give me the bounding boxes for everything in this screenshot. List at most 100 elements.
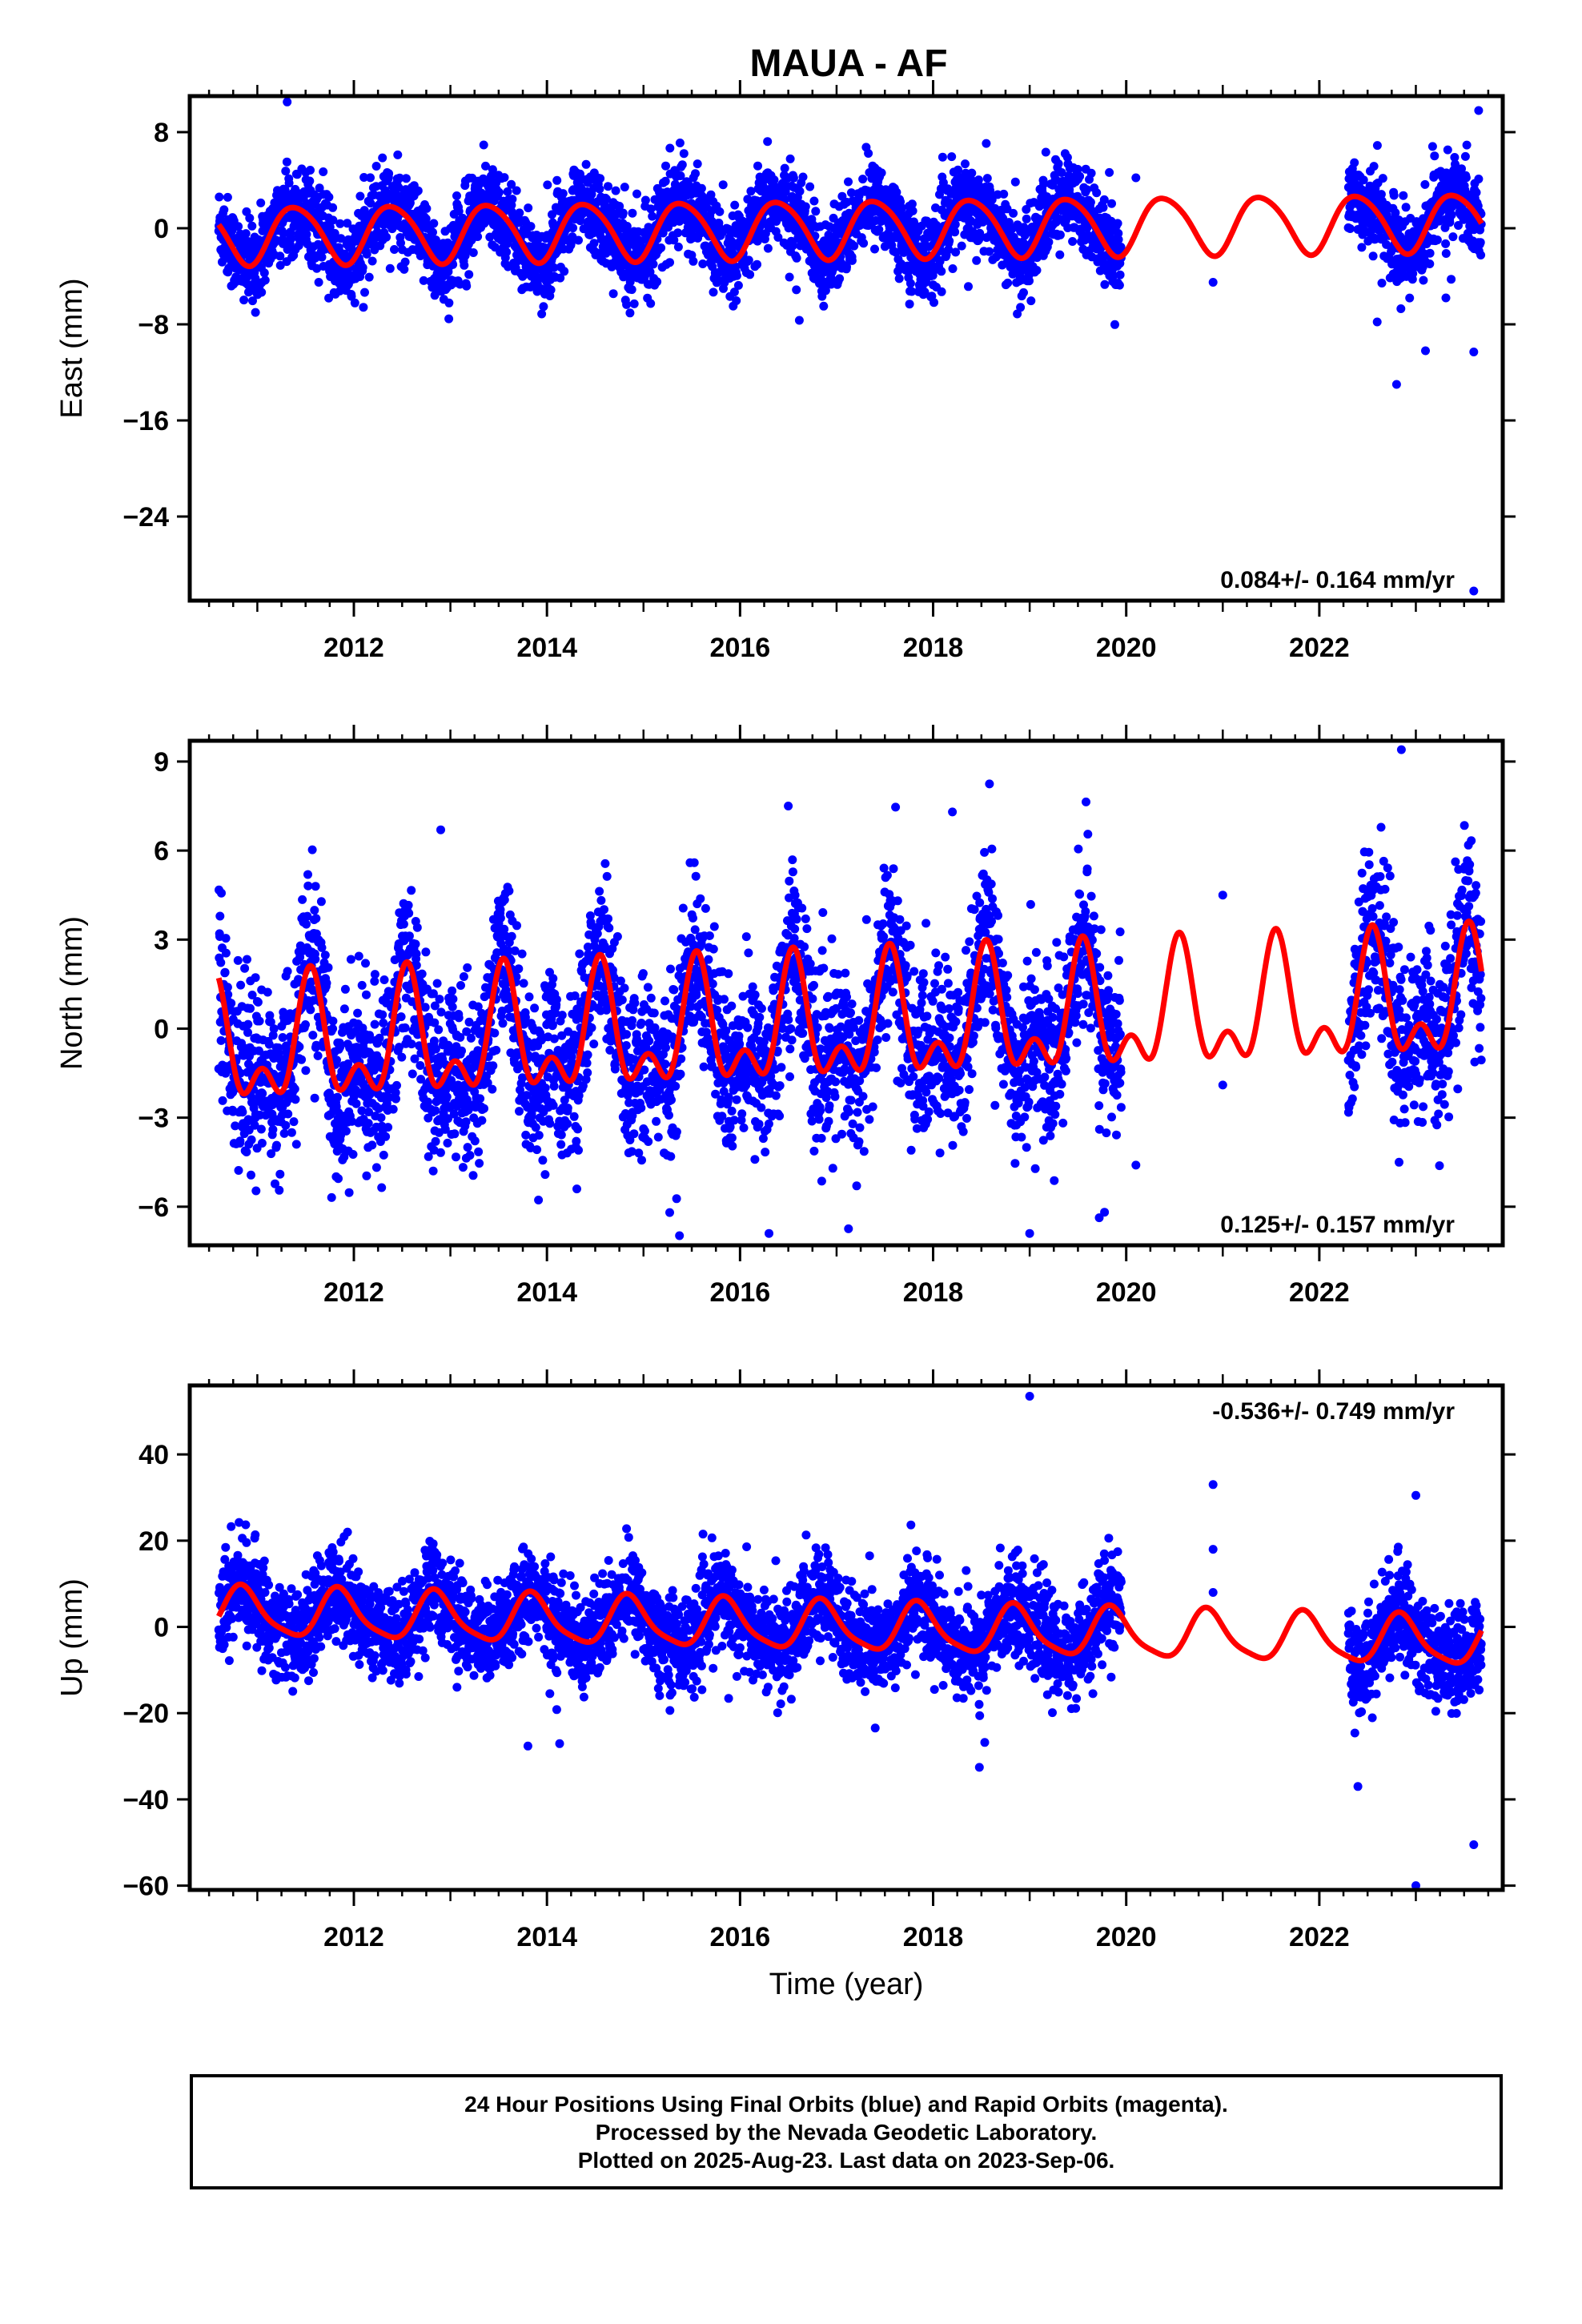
data-point	[859, 239, 869, 248]
data-point	[430, 291, 440, 300]
y-tick-label: −24	[122, 502, 169, 533]
data-point	[968, 227, 978, 236]
data-point	[396, 1012, 406, 1022]
data-point	[693, 159, 702, 169]
data-point	[335, 219, 345, 228]
x-tick-label: 2012	[323, 633, 384, 663]
data-point	[652, 277, 662, 287]
data-point	[251, 308, 260, 317]
data-point	[661, 161, 670, 171]
data-point	[279, 228, 288, 238]
data-point	[301, 1020, 310, 1029]
data-point	[627, 285, 636, 295]
data-point	[730, 200, 740, 210]
data-point	[388, 1104, 398, 1114]
data-point	[268, 1031, 278, 1040]
data-point	[622, 222, 632, 231]
outlier-point	[1474, 106, 1484, 115]
data-point	[628, 208, 637, 218]
data-point	[746, 187, 756, 196]
data-point	[462, 281, 472, 291]
data-point	[448, 1002, 457, 1011]
data-point	[291, 1095, 300, 1104]
data-point	[1008, 269, 1018, 279]
data-point	[404, 931, 414, 941]
data-point	[1441, 249, 1451, 258]
data-point	[247, 221, 257, 231]
x-tick-label: 2020	[1096, 633, 1157, 663]
data-point	[732, 271, 741, 280]
data-point	[1457, 164, 1466, 174]
data-point	[355, 191, 365, 201]
data-point	[646, 299, 656, 308]
data-point	[961, 159, 970, 169]
data-point	[1432, 235, 1442, 245]
data-point	[364, 272, 374, 282]
data-point	[507, 179, 516, 189]
data-point	[246, 1003, 255, 1013]
data-point	[669, 235, 679, 245]
data-point	[323, 963, 333, 972]
data-point	[243, 1019, 253, 1029]
data-point	[891, 247, 901, 257]
data-point	[763, 137, 773, 147]
data-point	[1086, 198, 1095, 207]
data-point	[1378, 174, 1387, 183]
data-point	[376, 1113, 386, 1123]
data-point	[947, 152, 957, 162]
data-point	[1032, 266, 1042, 275]
data-point	[1098, 203, 1108, 212]
data-point	[556, 273, 565, 283]
data-point	[1114, 235, 1123, 244]
data-point	[938, 178, 948, 187]
data-point	[399, 919, 408, 929]
data-point	[302, 919, 311, 929]
data-point	[1075, 171, 1085, 181]
data-point	[1350, 158, 1359, 167]
data-point	[1396, 304, 1406, 313]
data-point	[367, 1140, 377, 1150]
data-point	[948, 264, 958, 273]
data-point	[370, 1019, 379, 1029]
data-point	[219, 205, 229, 215]
data-point	[537, 309, 547, 319]
data-point	[951, 247, 961, 257]
x-tick-label: 2022	[1289, 633, 1350, 663]
data-point	[1443, 145, 1452, 155]
data-point	[283, 1109, 293, 1119]
data-point	[258, 1089, 267, 1098]
data-point	[1041, 147, 1050, 157]
data-point	[396, 238, 405, 247]
data-point	[256, 1124, 266, 1134]
plot-frame	[187, 94, 1505, 603]
data-point	[452, 1152, 460, 1162]
data-point	[450, 1129, 460, 1139]
data-point	[792, 253, 801, 263]
data-point	[347, 292, 356, 301]
data-point	[341, 1126, 351, 1136]
data-point	[596, 174, 605, 183]
data-point	[263, 987, 272, 997]
data-point	[468, 248, 478, 257]
data-point	[1474, 175, 1484, 183]
data-point	[974, 175, 983, 185]
y-tick-label: 8	[154, 118, 169, 148]
data-point	[892, 187, 901, 197]
data-point	[269, 1024, 279, 1034]
data-point	[265, 1011, 275, 1020]
data-point	[251, 973, 260, 983]
data-point	[1419, 275, 1428, 285]
data-point	[515, 208, 524, 218]
data-point	[706, 190, 716, 199]
data-point	[1025, 276, 1034, 286]
data-point	[481, 161, 490, 171]
data-point	[419, 275, 428, 285]
data-point	[442, 1092, 452, 1102]
data-point	[282, 157, 291, 167]
velocity-rate-label: 0.084+/- 0.164 mm/yr	[1220, 567, 1455, 593]
data-point	[908, 206, 917, 215]
data-point	[809, 196, 819, 206]
data-point	[275, 1169, 285, 1179]
data-point	[1114, 228, 1123, 238]
data-point	[284, 179, 294, 188]
